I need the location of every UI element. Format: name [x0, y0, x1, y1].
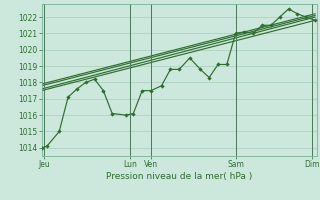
X-axis label: Pression niveau de la mer( hPa ): Pression niveau de la mer( hPa ): [106, 172, 252, 181]
